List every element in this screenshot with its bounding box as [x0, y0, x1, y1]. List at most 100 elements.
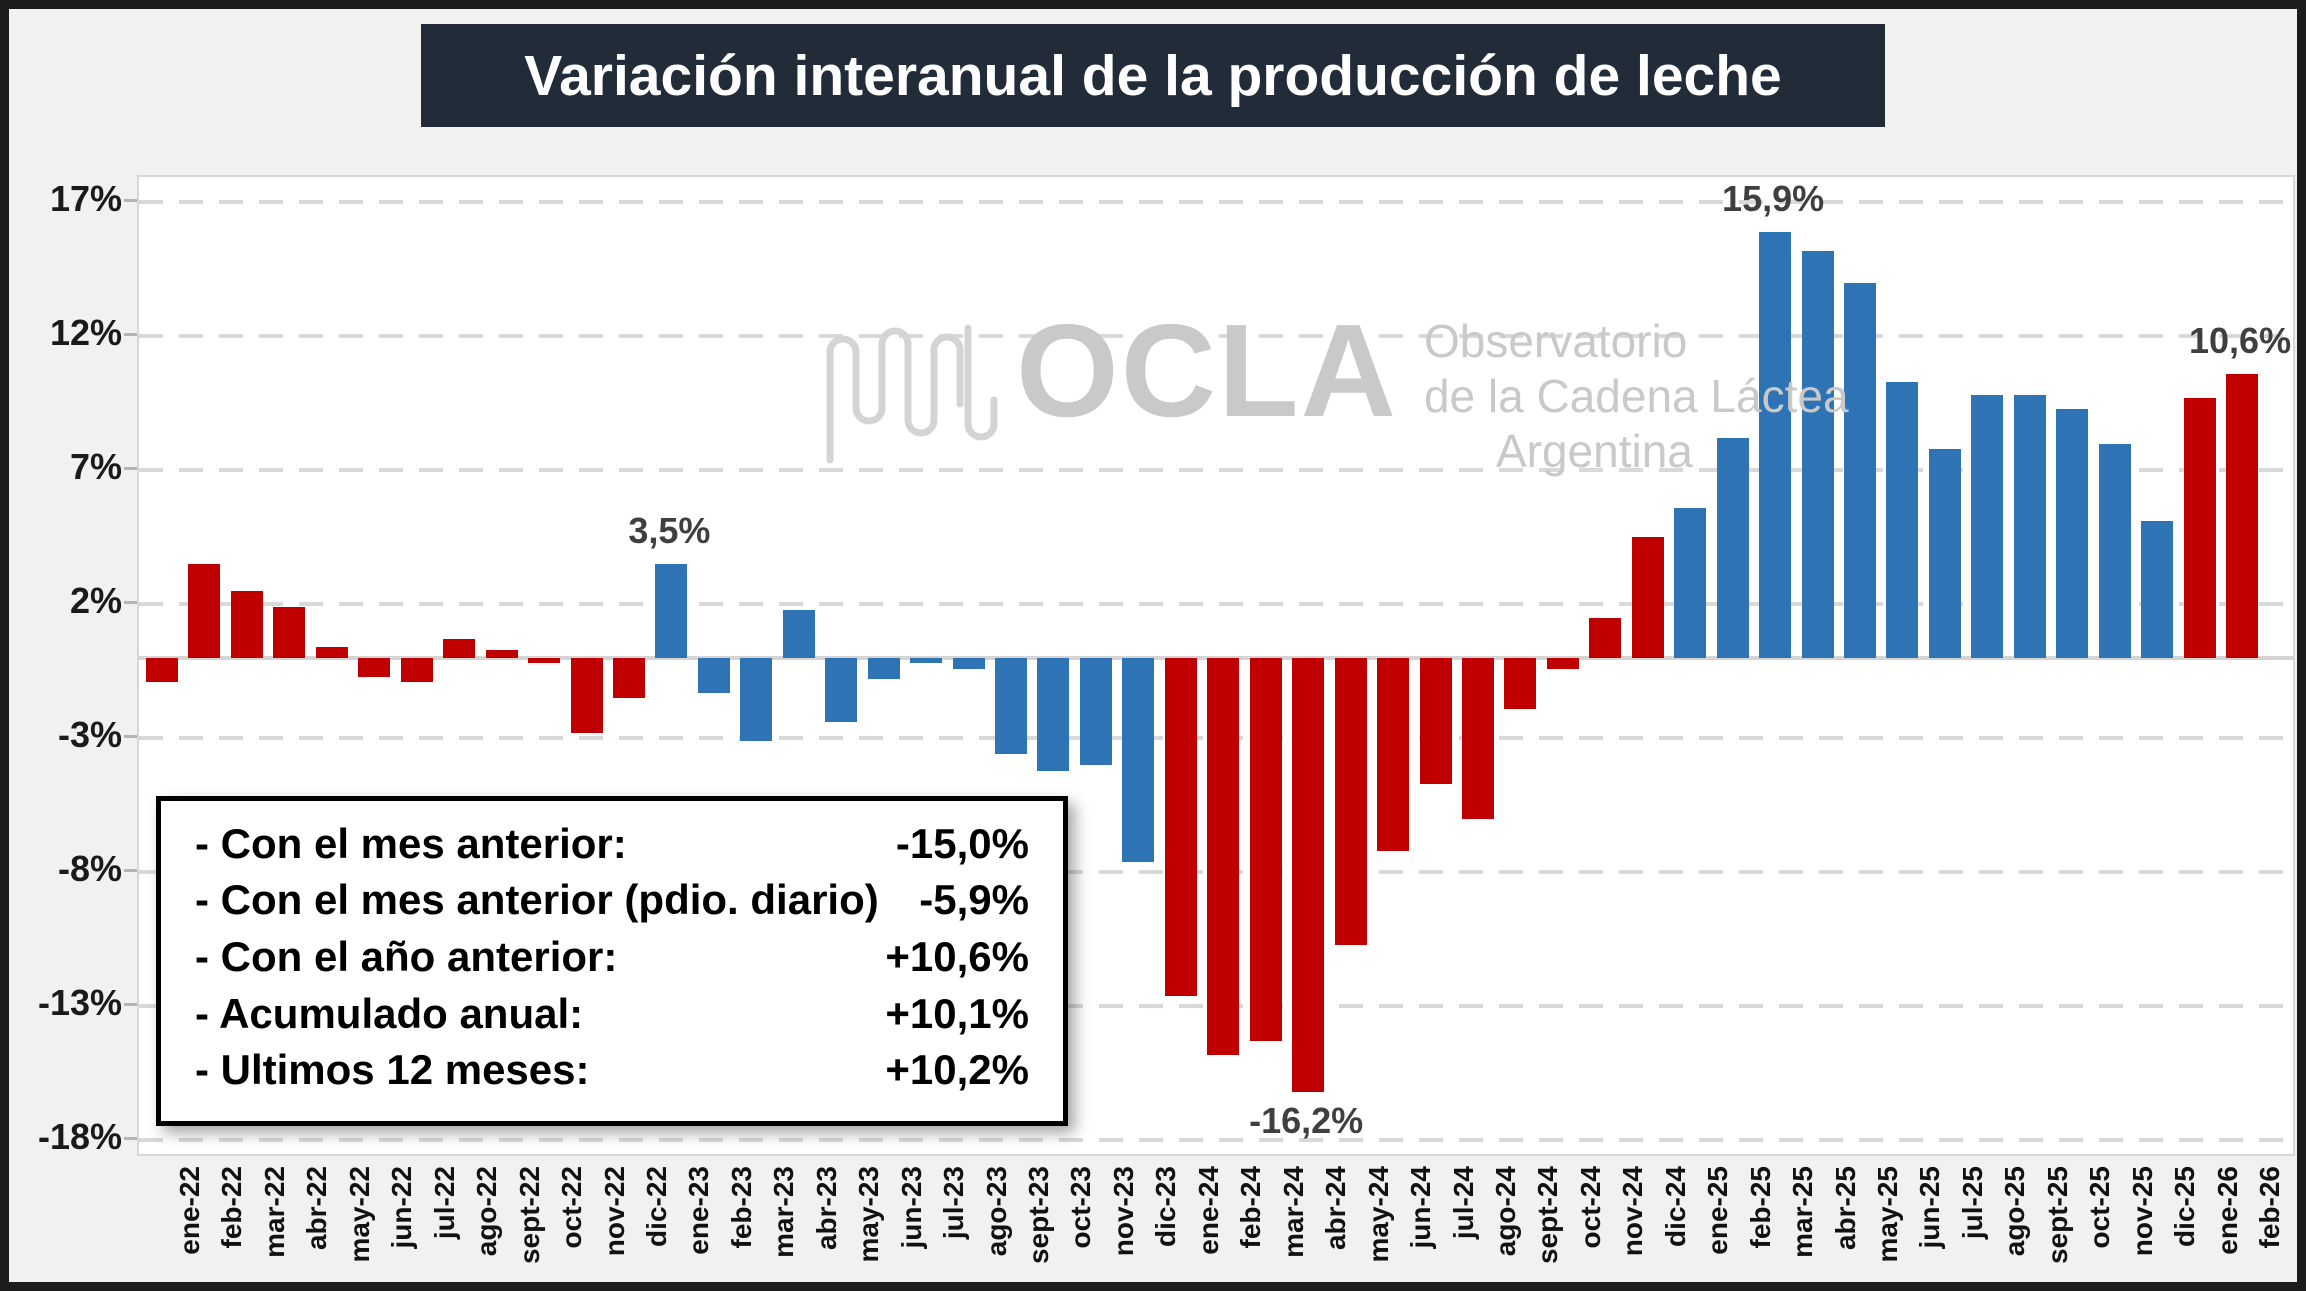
bar-ene-24: [1164, 658, 1197, 996]
y-axis-tick: [124, 601, 137, 605]
bar-abr-23: [782, 609, 815, 658]
x-axis-label-abr-25: abr-25: [1829, 1166, 1861, 1251]
bar-ago-22: [443, 639, 476, 658]
info-row-0: - Con el mes anterior: -15,0%: [195, 820, 1029, 868]
bar-abr-24: [1292, 658, 1325, 1093]
x-axis-label-mar-24: mar-24: [1277, 1166, 1309, 1258]
x-axis-label-oct-22: oct-22: [556, 1166, 588, 1249]
x-axis-label-nov-24: nov-24: [1617, 1166, 1649, 1257]
info-row-3: - Acumulado anual: +10,1%: [195, 990, 1029, 1038]
bar-mar-24: [1249, 658, 1282, 1042]
info-row-label: - Acumulado anual:: [195, 989, 584, 1037]
bar-jul-23: [910, 658, 943, 664]
bar-ene-25: [1674, 507, 1707, 658]
x-axis-label-jul-24: jul-24: [1447, 1166, 1479, 1240]
x-axis-label-jun-23: jun-23: [895, 1166, 927, 1249]
ocla-acronym: OCLA: [1016, 297, 1398, 444]
bar-oct-23: [1037, 658, 1070, 771]
x-axis-label-feb-23: feb-23: [725, 1166, 757, 1249]
y-axis-tick: [124, 735, 137, 739]
x-axis-label-jul-22: jul-22: [428, 1166, 460, 1240]
x-axis-label-jun-22: jun-22: [386, 1166, 418, 1249]
x-axis-label-sept-24: sept-24: [1532, 1166, 1564, 1265]
bar-jun-25: [1886, 381, 1919, 658]
bar-jul-22: [400, 658, 433, 683]
gridline-2%: [139, 602, 2293, 607]
gridline-17%: [139, 200, 2293, 205]
gridline-7%: [139, 468, 2293, 473]
bar-sept-24: [1504, 658, 1537, 709]
bar-abr-25: [1801, 250, 1834, 658]
x-axis-label-ago-24: ago-24: [1489, 1166, 1521, 1257]
x-axis-label-may-25: may-25: [1872, 1166, 1903, 1263]
y-axis-label--8%: -8%: [57, 848, 122, 890]
bar-jun-23: [867, 658, 900, 680]
x-axis-label-ene-25: ene-25: [1702, 1166, 1734, 1255]
chart-title: Variación interanual de la producción de…: [524, 43, 1782, 108]
x-axis-label-abr-23: abr-23: [810, 1166, 842, 1251]
ocla-subtitle: Observatorio de la Cadena Láctea Argenti…: [1424, 296, 1849, 479]
x-axis-label-oct-23: oct-23: [1065, 1166, 1097, 1249]
bar-may-22: [315, 647, 348, 658]
x-axis-label-ago-22: ago-22: [471, 1166, 503, 1257]
x-axis-label-nov-23: nov-23: [1107, 1166, 1139, 1257]
x-axis-label-dic-24: dic-24: [1659, 1166, 1691, 1247]
ocla-watermark: OCLA Observatorio de la Cadena Láctea Ar…: [822, 296, 1849, 479]
y-axis-label--3%: -3%: [57, 714, 122, 756]
bar-feb-26: [2226, 373, 2259, 658]
bar-jul-24: [1419, 658, 1452, 784]
bar-jun-22: [358, 658, 391, 677]
info-row-value: +10,6%: [885, 932, 1029, 980]
info-row-label: - Con el mes anterior:: [195, 819, 627, 867]
bar-dic-25: [2141, 521, 2174, 658]
y-axis-tick: [124, 467, 137, 471]
ocla-waveform-icon: [826, 324, 998, 464]
info-row-value: +10,2%: [885, 1046, 1029, 1094]
x-axis-label-nov-25: nov-25: [2126, 1166, 2158, 1257]
bar-feb-22: [188, 564, 221, 658]
x-axis-label-abr-22: abr-22: [301, 1166, 333, 1251]
y-axis-tick: [124, 199, 137, 203]
y-axis-label--18%: -18%: [37, 1116, 122, 1158]
bar-feb-25: [1716, 438, 1749, 658]
bar-oct-22: [528, 658, 561, 664]
x-axis-label-may-23: may-23: [853, 1166, 885, 1263]
y-axis-tick: [124, 1003, 137, 1007]
info-row-value: -5,9%: [919, 876, 1029, 924]
x-axis-label-jul-23: jul-23: [938, 1166, 970, 1240]
y-axis-label--13%: -13%: [37, 982, 122, 1024]
bar-nov-22: [570, 658, 603, 734]
x-axis-label-ago-25: ago-25: [1999, 1166, 2031, 1257]
bar-nov-25: [2098, 443, 2131, 658]
info-row-label: - Con el año anterior:: [195, 932, 618, 980]
y-axis-label-17%: 17%: [49, 178, 122, 220]
x-axis-label-feb-22: feb-22: [216, 1166, 248, 1249]
x-axis-label-ene-26: ene-26: [2211, 1166, 2243, 1255]
info-row-4: - Ultimos 12 meses: +10,2%: [195, 1046, 1029, 1094]
bar-jul-25: [1928, 448, 1961, 658]
bar-ene-22: [146, 658, 178, 683]
x-axis-label-nov-22: nov-22: [598, 1166, 630, 1257]
x-axis-label-sept-23: sept-23: [1023, 1166, 1054, 1265]
chart-title-box: Variación interanual de la producción de…: [421, 24, 1885, 127]
bar-sept-25: [2013, 395, 2046, 658]
x-axis-label-ene-23: ene-23: [683, 1166, 715, 1255]
gridline--18%: [139, 1138, 2293, 1143]
x-axis-label-oct-25: oct-25: [2084, 1166, 2116, 1249]
bar-mar-25: [1759, 231, 1792, 658]
x-axis-label-ago-23: ago-23: [980, 1166, 1012, 1257]
bar-nov-24: [1589, 617, 1622, 658]
bar-ene-26: [2183, 398, 2216, 658]
y-axis-tick: [124, 1137, 137, 1141]
bar-abr-22: [273, 607, 306, 658]
x-axis-label-may-24: may-24: [1362, 1166, 1394, 1263]
bar-dic-24: [1631, 537, 1664, 658]
x-axis-label-sept-25: sept-25: [2041, 1166, 2073, 1265]
y-axis-tick: [124, 333, 137, 337]
bar-dic-22: [612, 658, 645, 699]
bar-ago-24: [1461, 658, 1494, 819]
y-axis-label-7%: 7%: [69, 446, 122, 488]
bar-sept-22: [485, 649, 518, 658]
info-row-label: - Con el mes anterior (pdio. diario): [195, 876, 879, 924]
x-axis-label-ene-22: ene-22: [174, 1166, 205, 1255]
